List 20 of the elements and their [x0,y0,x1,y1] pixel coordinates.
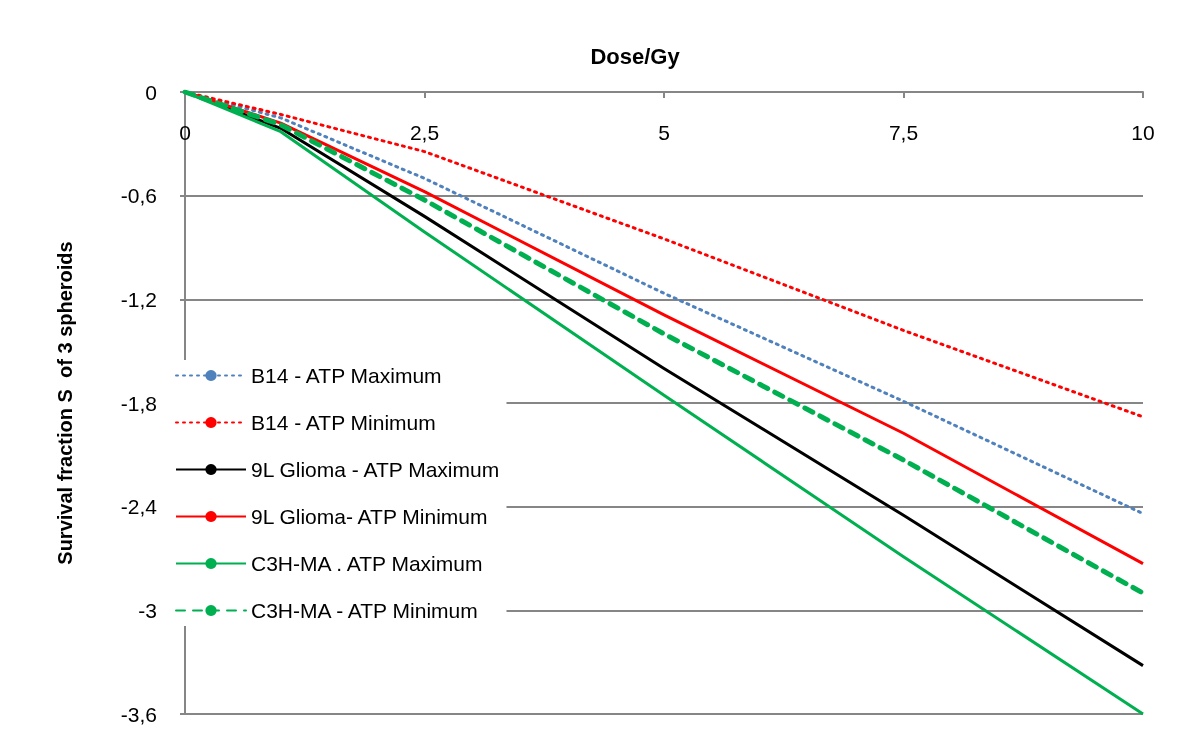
y-tick-label: -3,6 [120,702,157,726]
x-tick-label: 5 [658,121,670,144]
chart-title: Dose/Gy [590,43,681,69]
y-tick-label: 0 [145,80,157,104]
legend-label: 9L Glioma- ATP Minimum [251,505,488,528]
y-tick-label: -1,8 [120,391,157,415]
x-tick-label: 0 [179,121,191,144]
y-tick-label: -1,2 [120,287,157,311]
legend-label: C3H-MA . ATP Maximum [251,552,483,575]
y-tick-label: -3 [138,598,157,622]
y-axis-title: Survival fraction S of 3 spheroids [54,241,76,565]
y-tick-label: -0,6 [120,184,157,208]
legend-label: B14 - ATP Maximum [251,364,442,387]
legend-label: 9L Glioma - ATP Maximum [251,458,500,481]
x-tick-label: 2,5 [409,121,440,144]
x-tick-label: 10 [1131,121,1155,144]
legend-label: B14 - ATP Minimum [251,411,436,434]
legend-label: C3H-MA - ATP Minimum [251,599,478,622]
y-tick-label: -2,4 [120,495,158,519]
x-tick-label: 7,5 [888,121,919,144]
